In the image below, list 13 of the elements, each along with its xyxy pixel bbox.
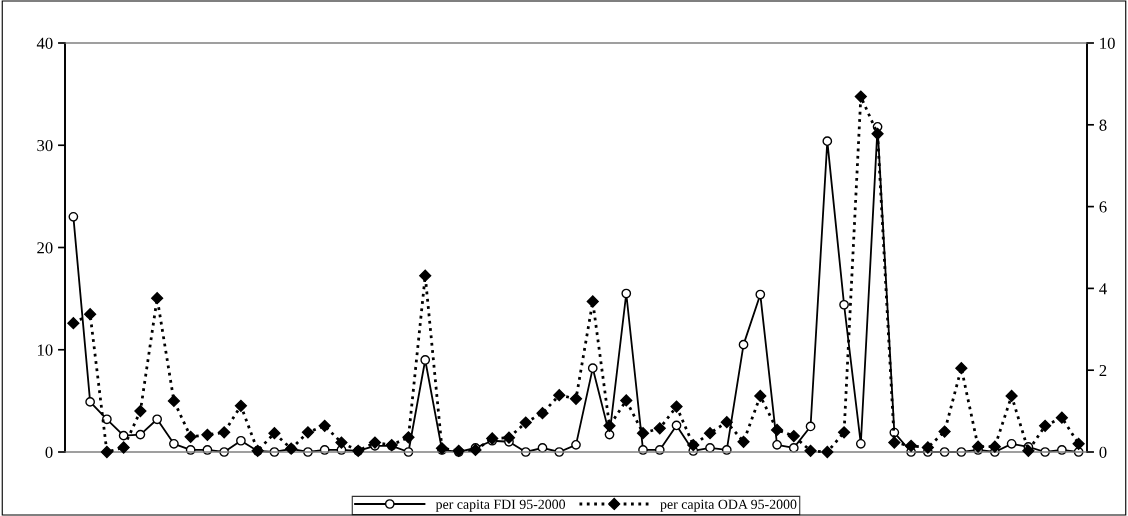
y2-tick-label: 10 bbox=[1100, 37, 1115, 49]
y-tick-label: 0 bbox=[45, 446, 53, 458]
y2-tick-label: 0 bbox=[1099, 446, 1107, 458]
y-tick-label: 40 bbox=[36, 37, 53, 49]
y-tick-label: 20 bbox=[37, 242, 53, 254]
y2-tick-label: 8 bbox=[1099, 119, 1107, 131]
legend-label: per capita FDI 95-2000 bbox=[435, 499, 566, 512]
y-tick-label: 30 bbox=[37, 139, 53, 152]
y2-tick-label: 6 bbox=[1099, 201, 1107, 213]
y2-tick-label: 2 bbox=[1099, 364, 1107, 376]
y-tick-label: 10 bbox=[37, 344, 53, 356]
y2-tick-label: 4 bbox=[1099, 283, 1107, 295]
legend-label: per capita ODA 95-2000 bbox=[660, 499, 797, 512]
